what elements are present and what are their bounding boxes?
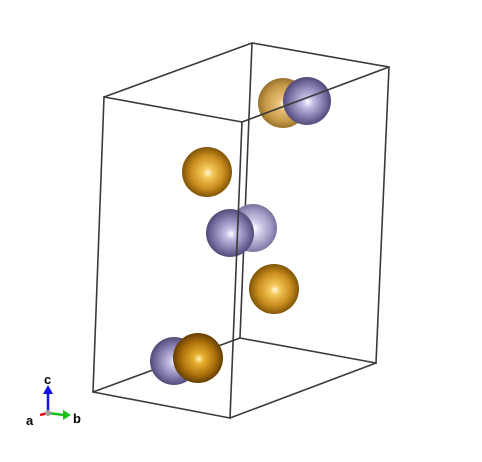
cell-edge (229, 121, 243, 419)
c-axis-label: c (44, 372, 51, 387)
gold-atom[interactable] (173, 333, 223, 383)
cell-edge (92, 96, 105, 393)
cell-edge (229, 362, 377, 419)
violet-atom[interactable] (206, 209, 254, 257)
cell-edge (103, 96, 243, 123)
b-axis-label: b (73, 411, 81, 426)
gold-atom[interactable] (182, 147, 232, 197)
cell-edge (375, 66, 390, 364)
cell-edge (251, 42, 390, 68)
gold-atom[interactable] (249, 264, 299, 314)
cell-edge (239, 337, 377, 364)
unit-cell-front (92, 66, 390, 419)
cell-edge (103, 42, 253, 98)
cell-edge (92, 391, 231, 419)
a-axis-label: a (26, 413, 34, 428)
c-axis-arrowhead (43, 385, 53, 394)
cell-edge (239, 42, 253, 339)
b-axis-arrowhead (63, 410, 71, 420)
axis-origin (45, 410, 51, 416)
axis-triad: c b a (26, 372, 81, 428)
violet-atom[interactable] (283, 77, 331, 125)
cell-edge (241, 66, 390, 123)
atoms (150, 77, 331, 385)
